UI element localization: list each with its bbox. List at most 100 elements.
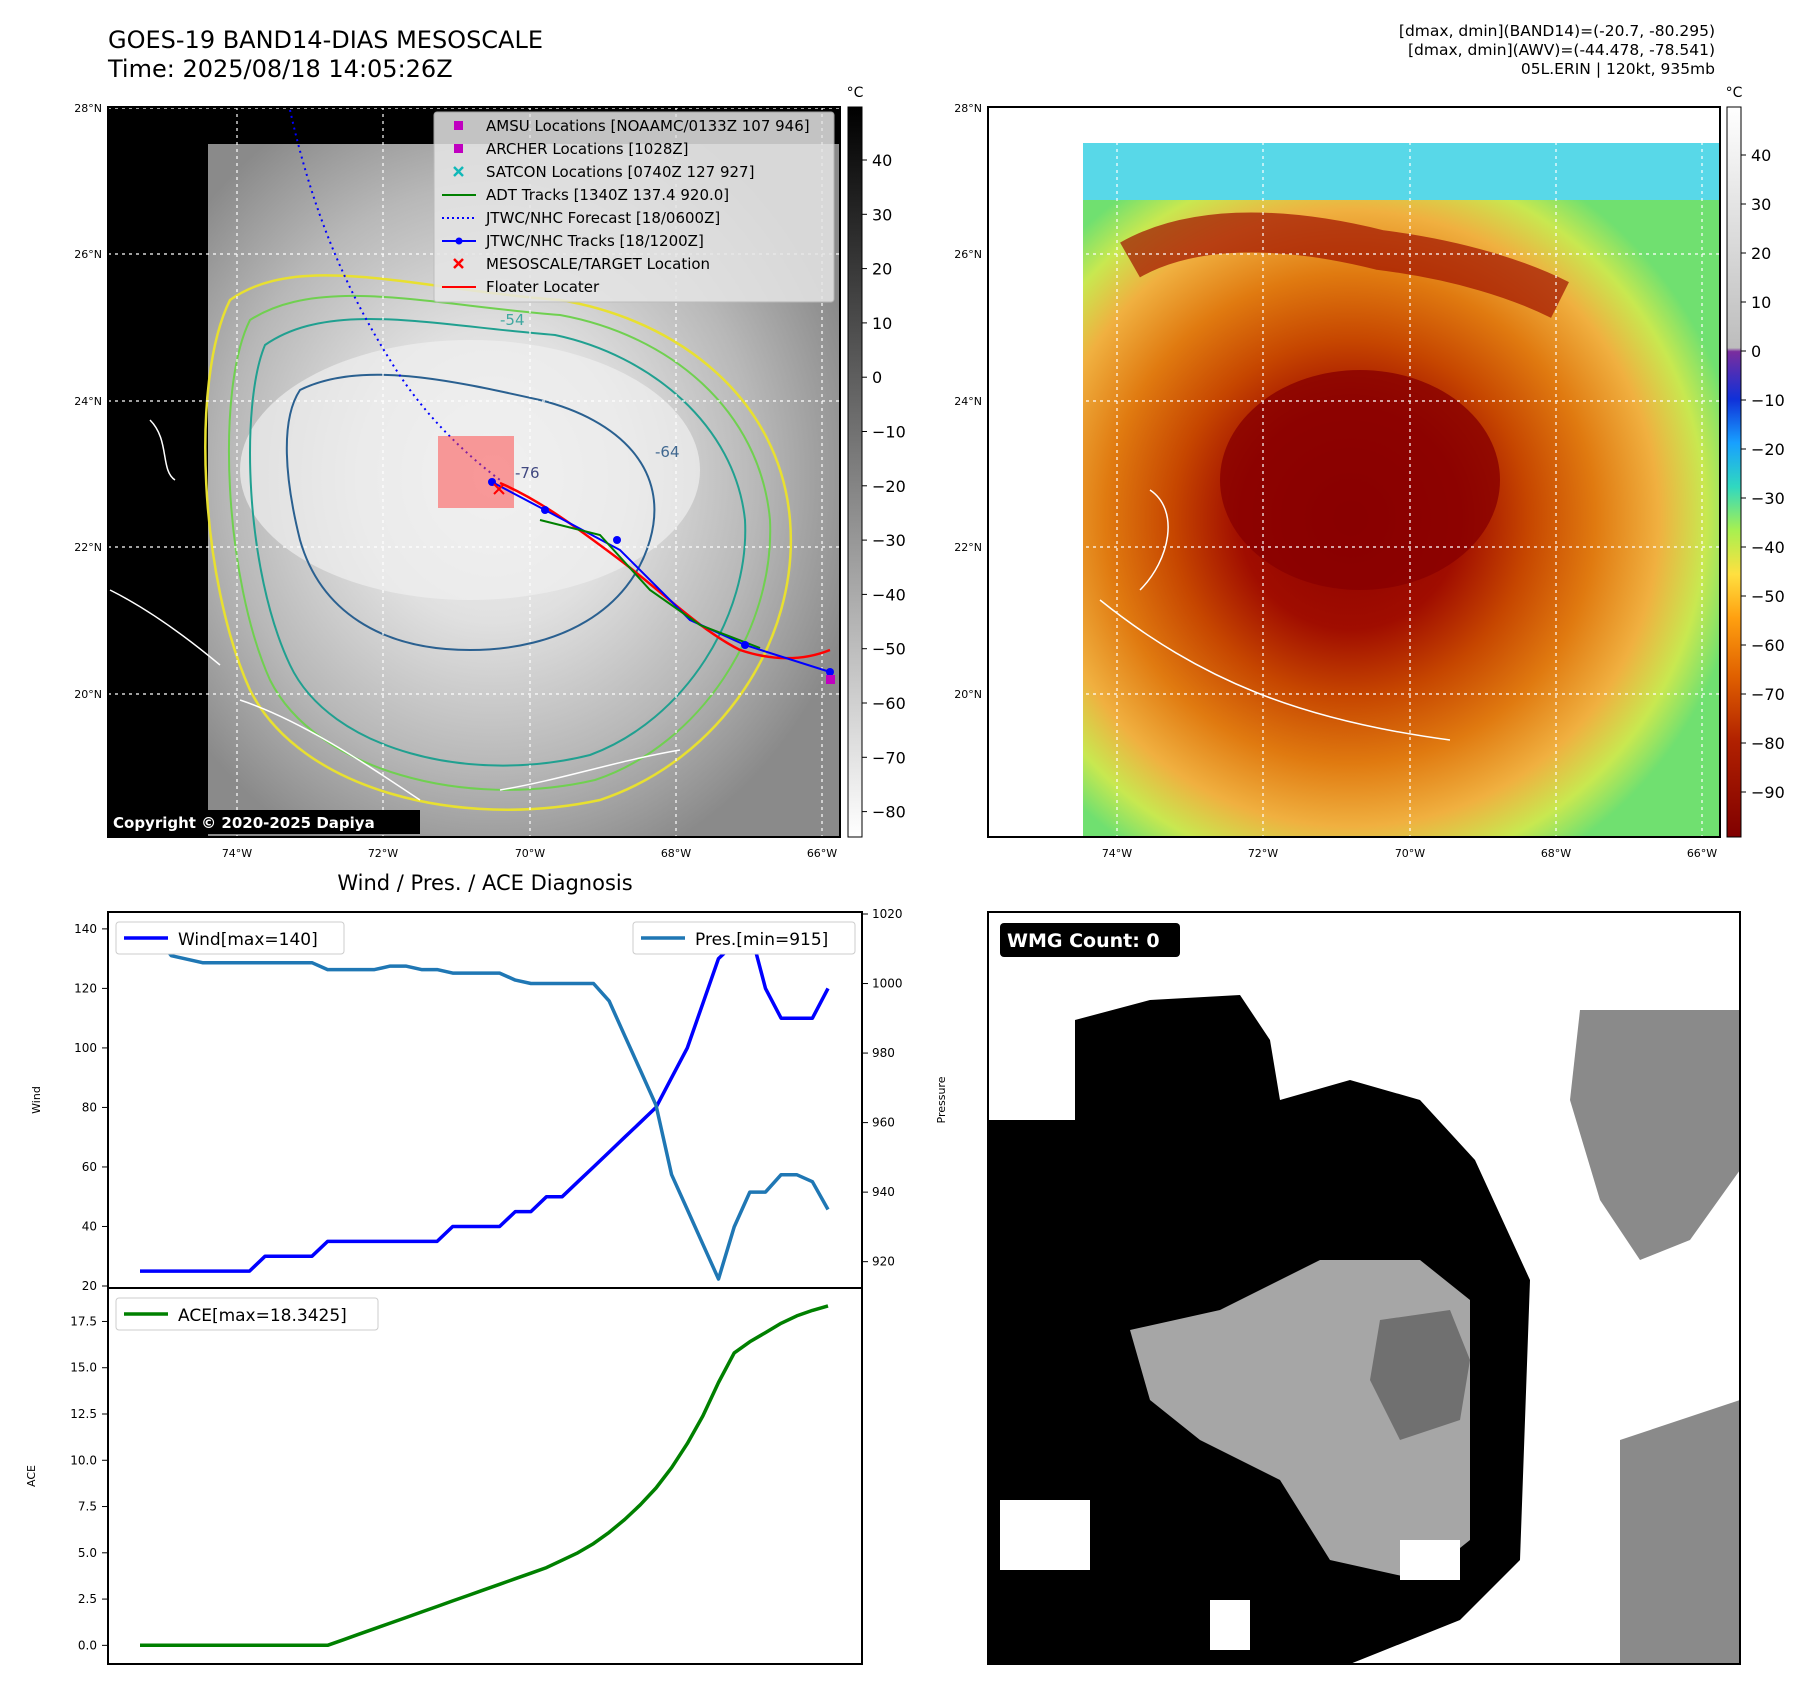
colorbar-ir-unit: °C [847,85,864,101]
pressure-tick-label: 960 [872,1116,895,1130]
colorbar-tick-label: −70 [1751,685,1785,704]
legend-item-label: AMSU Locations [NOAAMC/0133Z 107 946] [486,117,810,135]
legend-item: ARCHER Locations [1028Z] [454,140,689,158]
map-legend: AMSU Locations [NOAAMC/0133Z 107 946] ARC… [433,111,835,303]
best-track [491,481,831,673]
lon-label: 74°W [1102,847,1132,860]
ace-tick-label: 12.5 [70,1407,97,1421]
legend-item-label: ADT Tracks [1340Z 137.4 920.0] [486,186,729,204]
colorbar-tick-label: −10 [1751,391,1785,410]
colorbar-tick-label: −50 [872,640,906,659]
colorbar-tick-label: −60 [1751,636,1785,655]
lon-label: 68°W [661,847,691,860]
ace-tick-label: 5.0 [78,1546,97,1560]
pressure-tick-label: 1020 [872,907,903,921]
pressure-tick-label: 940 [872,1185,895,1199]
colorbar-tick-label: 0 [1751,342,1761,361]
lat-label: 28°N [954,102,982,115]
pressure-legend-label: Pres.[min=915] [695,930,828,950]
legend-item-label: SATCON Locations [0740Z 127 927] [486,163,754,181]
pressure-tick-label: 1000 [872,977,903,991]
colorbar-tick-label: 40 [872,151,892,170]
wind-pressure-frame [107,911,863,1289]
colorbar-tick-label: 40 [1751,146,1771,165]
contour-label-76: -76 [515,464,540,482]
lon-label: 66°W [807,847,837,860]
pressure-axis: 920 940 960 980 1000 1020 [862,907,903,1269]
colorbar-tick-label: −40 [1751,538,1785,557]
lat-label: 24°N [954,395,982,408]
legend-item: ADT Tracks [1340Z 137.4 920.0] [442,186,729,204]
colorbar-tick-label: 20 [872,260,892,279]
legend-item-label: ARCHER Locations [1028Z] [486,140,689,158]
wind-axis-label: Wind [30,1086,43,1114]
contour-teal [249,318,747,767]
bd-coastline [1099,489,1451,741]
lon-label: 72°W [368,847,398,860]
colorbar-tick-label: 30 [872,205,892,224]
wind-axis: 20 40 60 80 100 120 140 [74,922,108,1293]
pressure-series [140,933,830,1281]
contour-label-54: -54 [500,311,525,329]
colorbar-tick-label: −40 [872,585,906,604]
ace-legend: ACE[max=18.3425] [115,1297,379,1331]
wind-tick-label: 80 [82,1100,97,1114]
colorbar-tick-label: 20 [1751,244,1771,263]
bd-map-axis-labels: 28°N 26°N 24°N 22°N 20°N 74°W 72°W 70°W 68°W 66°W [954,102,1717,860]
colorbar-tick-label: −30 [1751,489,1785,508]
wind-tick-label: 120 [74,981,97,995]
lat-label: 26°N [74,248,102,261]
colorbar-tick-label: −90 [1751,783,1785,802]
colorbar-tick-label: −20 [872,477,906,496]
colorbar-bd-ticks: 40 30 20 10 0 −10 −20 −30 −40 −50 −60 −70 −80 −90 [1741,146,1785,802]
colorbar-tick-label: −10 [872,423,906,442]
colorbar-tick-label: 0 [872,368,882,387]
title-line-1: GOES-19 BAND14-DIAS MESOSCALE [108,26,544,54]
pressure-axis-label: Pressure [935,1076,948,1123]
ace-tick-label: 0.0 [78,1638,97,1652]
colorbar-ir-ticks: 40 30 20 10 0 −10 −20 −30 −40 −50 −60 −70 −80 [862,151,906,822]
lat-label: 22°N [954,541,982,554]
contour-green [227,294,772,791]
ace-series [140,1304,829,1648]
contour-label-64: -64 [655,443,680,461]
legend-item: MESOSCALE/TARGET Location [453,255,710,273]
legend-item-label: MESOSCALE/TARGET Location [486,255,710,273]
ace-legend-label: ACE[max=18.3425] [178,1306,347,1326]
lat-label: 20°N [954,688,982,701]
copyright-box [108,810,420,834]
ir-map-frame [107,106,841,838]
mesoscale-target-box [438,436,514,508]
ace-tick-label: 7.5 [78,1500,97,1514]
lat-label: 26°N [954,248,982,261]
wind-tick-label: 140 [74,922,97,936]
wind-tick-label: 60 [82,1160,97,1174]
colorbar-tick-label: −20 [1751,440,1785,459]
lon-label: 74°W [222,847,252,860]
colorbar-tick-label: −60 [872,694,906,713]
pressure-line [140,933,830,1281]
lat-label: 22°N [74,541,102,554]
wmg-count-label: WMG Count: 0 [1007,930,1160,952]
colorbar-tick-label: −30 [872,531,906,550]
legend-box [433,111,835,303]
amsu-marker [826,675,835,684]
info-line-3: 05L.ERIN | 120kt, 935mb [1520,60,1715,78]
wmg-image [988,995,1740,1664]
contour-blue [285,373,656,652]
lat-label: 28°N [74,102,102,115]
ace-tick-label: 15.0 [70,1361,97,1375]
ace-axis-label: ACE [25,1465,38,1487]
legend-item: SATCON Locations [0740Z 127 927] [453,163,754,181]
bd-map-panel [988,107,1720,837]
ace-axis: 0.0 2.5 5.0 7.5 10.0 12.5 15.0 17.5 [70,1314,108,1652]
wmg-count-badge [1000,923,1180,957]
colorbar-tick-label: −70 [872,748,906,767]
storm-info: [dmax, dmin](BAND14)=(-20.7, -80.295) [d… [1399,22,1715,79]
wind-series [140,927,830,1273]
colorbar-tick-label: 10 [1751,293,1771,312]
wind-tick-label: 40 [82,1219,97,1233]
colorbar-tick-label: −80 [872,803,906,822]
ace-tick-label: 17.5 [70,1314,97,1328]
